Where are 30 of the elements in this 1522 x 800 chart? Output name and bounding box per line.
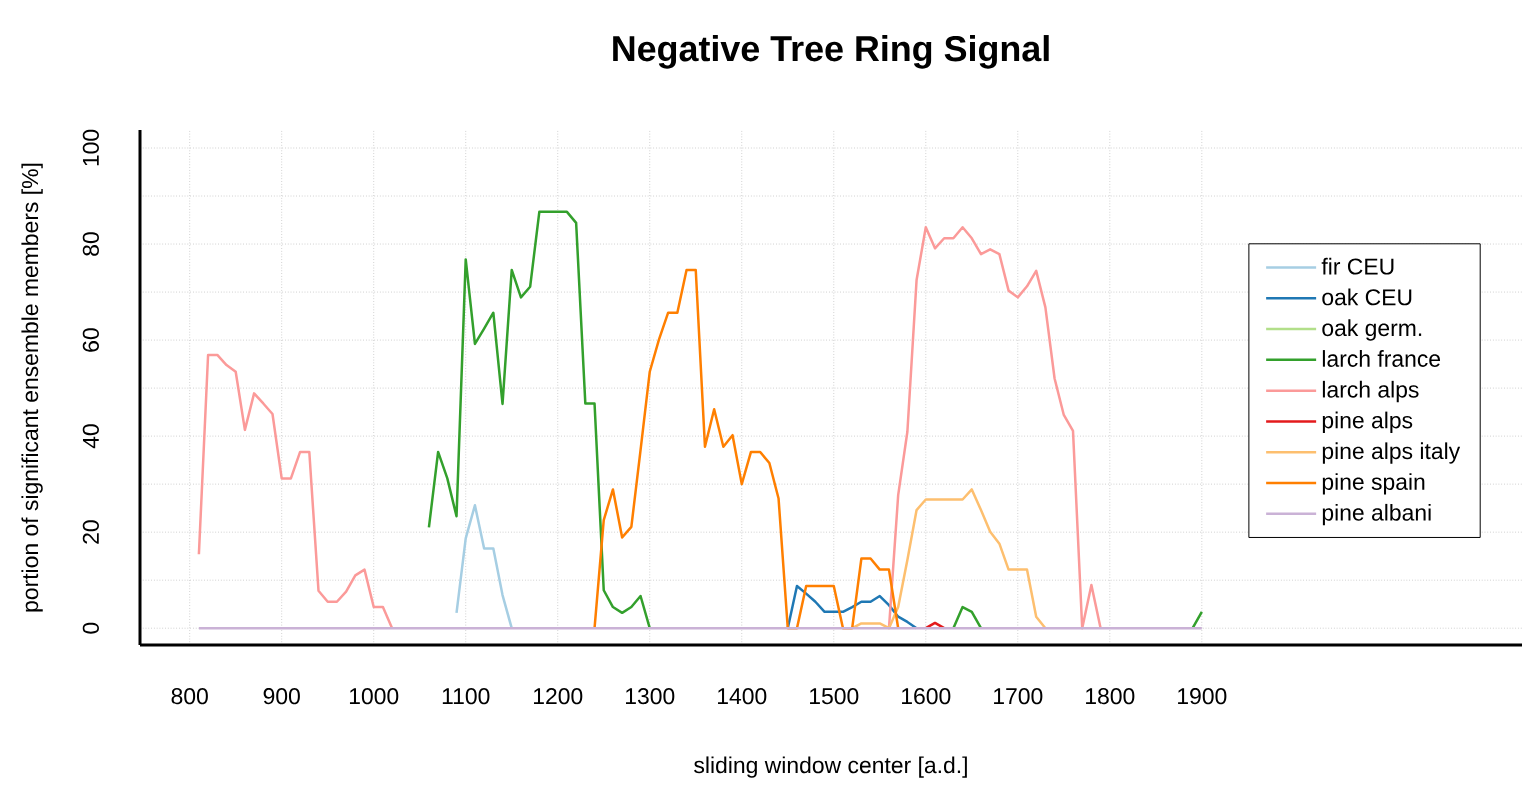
x-tick-label: 1700 [994, 688, 1043, 705]
legend-label: fir CEU [1321, 257, 1394, 275]
legend-label: oak germ. [1322, 319, 1422, 341]
x-tick-label: 1200 [534, 688, 583, 705]
x-tick-label: 800 [171, 688, 208, 705]
legend-label: pine alps [1322, 411, 1413, 433]
x-tick-label: 1300 [626, 688, 675, 705]
legend-label: larch alps [1322, 380, 1419, 403]
legend-label: larch france [1322, 350, 1441, 367]
y-tick-label: 20 [82, 520, 99, 544]
y-tick-label: 100 [82, 129, 99, 166]
x-axis-title: sliding window center [a.d.] [694, 756, 967, 778]
y-tick-label: 40 [82, 424, 99, 449]
y-tick-label: 60 [82, 328, 99, 352]
x-tick-label: 1500 [810, 688, 859, 705]
x-tick-label: 1600 [902, 688, 951, 705]
x-tick-label: 1000 [349, 688, 399, 705]
legend-label: pine spain [1322, 473, 1425, 495]
y-tick-label: 0 [82, 622, 99, 634]
x-tick-label: 1900 [1178, 688, 1227, 705]
y-tick-label: 80 [82, 232, 99, 256]
y-axis-title: portion of significant ensemble members [%] [21, 163, 43, 612]
x-tick-label: 1400 [718, 688, 767, 705]
legend-label: pine albani [1322, 503, 1431, 526]
x-tick-label: 1100 [442, 688, 490, 705]
legend-label: pine alps italy [1322, 442, 1461, 464]
x-tick-label: 1800 [1086, 688, 1135, 705]
chart-title: Negative Tree Ring Signal [613, 35, 1049, 69]
legend-label: oak CEU [1322, 288, 1412, 306]
x-tick-label: 900 [263, 688, 300, 705]
